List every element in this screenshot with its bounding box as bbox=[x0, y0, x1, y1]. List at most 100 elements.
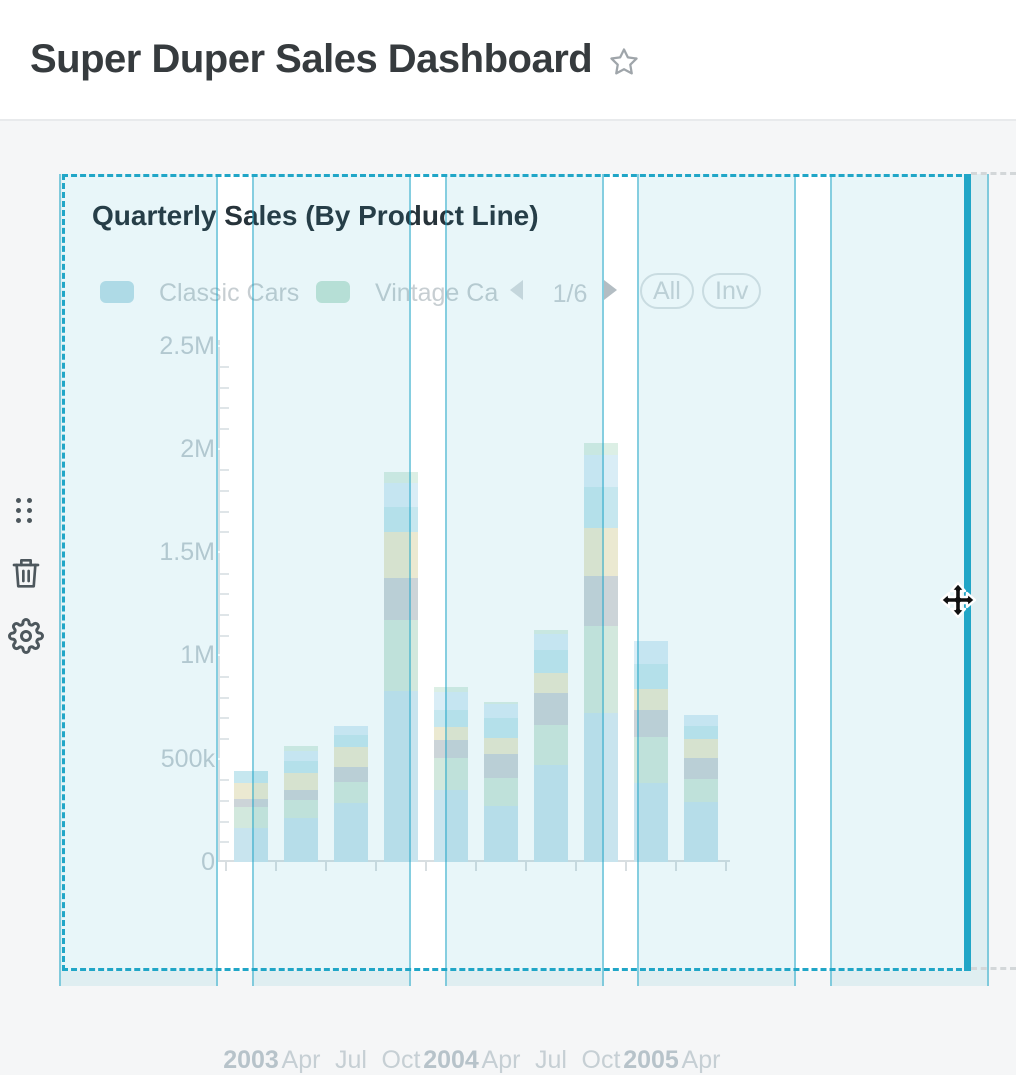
card-ghost-outline-top bbox=[971, 172, 1016, 175]
bar-segment bbox=[434, 709, 468, 727]
bar-segment bbox=[334, 766, 368, 783]
y-axis-minor-tick bbox=[220, 738, 229, 741]
x-axis-category-label: Jul bbox=[535, 1046, 567, 1074]
bar-segment bbox=[684, 726, 718, 740]
x-axis-category-label: Apr bbox=[481, 1046, 521, 1074]
bar-segment bbox=[434, 692, 468, 710]
y-axis-tick-label: 2.5M bbox=[159, 331, 215, 360]
trash-icon[interactable] bbox=[10, 554, 42, 592]
bar-segment bbox=[684, 802, 718, 862]
bar-segment bbox=[334, 746, 368, 767]
bar-segment bbox=[484, 806, 518, 862]
bar-segment bbox=[634, 664, 668, 690]
legend-swatch-classic-cars bbox=[100, 281, 134, 303]
x-axis-category-label: Oct bbox=[581, 1046, 621, 1074]
bar-segment bbox=[384, 506, 418, 533]
legend-inverse-select-button[interactable]: Inv bbox=[702, 273, 762, 309]
bar-segment bbox=[334, 782, 368, 804]
y-gridline bbox=[218, 654, 728, 657]
dashboard-header: Super Duper Sales Dashboard bbox=[0, 0, 1016, 121]
bar-segment bbox=[584, 487, 618, 529]
y-axis-tick-label: 2M bbox=[180, 434, 215, 463]
legend-page-indicator: 1/6 bbox=[552, 280, 588, 308]
y-axis-minor-tick bbox=[220, 407, 229, 410]
legend-item-classic-cars[interactable]: Classic Cars bbox=[159, 279, 300, 307]
y-axis-minor-tick bbox=[220, 593, 229, 596]
x-axis-category-label: 2003 bbox=[223, 1046, 279, 1074]
dashboard-chart-card[interactable]: Quarterly Sales (By Product Line) Classi… bbox=[62, 174, 971, 1074]
page-title: Super Duper Sales Dashboard bbox=[30, 37, 593, 81]
card-ghost-outline-bottom bbox=[971, 967, 1016, 970]
bar-segment bbox=[234, 771, 268, 784]
bar-segment bbox=[434, 789, 468, 862]
bar-segment bbox=[634, 709, 668, 738]
bar-segment bbox=[584, 443, 618, 456]
bar-segment bbox=[284, 817, 318, 862]
x-axis-category-label: 2004 bbox=[423, 1046, 479, 1074]
y-axis-minor-tick bbox=[220, 490, 229, 493]
y-gridline bbox=[218, 344, 728, 347]
y-axis-minor-tick bbox=[220, 366, 229, 369]
bar-segment bbox=[484, 703, 518, 718]
legend-item-vintage-cars[interactable]: Vintage Ca bbox=[375, 279, 499, 307]
y-gridline bbox=[218, 447, 728, 450]
bar-segment bbox=[584, 528, 618, 577]
y-axis-minor-tick bbox=[220, 469, 229, 472]
x-axis-tick bbox=[525, 862, 527, 871]
bar-segment bbox=[684, 739, 718, 759]
y-axis-minor-tick bbox=[220, 779, 229, 782]
bar-segment bbox=[534, 630, 568, 634]
legend-next-page-icon[interactable] bbox=[599, 278, 621, 302]
y-axis-minor-tick bbox=[220, 841, 229, 844]
y-axis-minor-tick bbox=[220, 510, 229, 513]
y-axis-tick-label: 1M bbox=[180, 641, 215, 670]
x-axis-category-label: Jul bbox=[335, 1046, 367, 1074]
bar-segment bbox=[534, 724, 568, 765]
card-resize-handle[interactable] bbox=[964, 174, 971, 971]
bar-segment bbox=[584, 576, 618, 627]
bar-segment bbox=[284, 790, 318, 800]
bar-segment bbox=[684, 779, 718, 803]
bar-segment bbox=[384, 482, 418, 507]
x-axis-tick bbox=[325, 862, 327, 871]
bar-segment bbox=[634, 737, 668, 784]
x-axis-category-label: 2005 bbox=[623, 1046, 679, 1074]
bar-segment bbox=[384, 690, 418, 862]
favorite-star-icon[interactable] bbox=[608, 46, 640, 78]
bar-segment bbox=[534, 692, 568, 725]
y-gridline bbox=[218, 757, 728, 760]
bar-segment bbox=[384, 620, 418, 691]
bar-segment bbox=[234, 827, 268, 862]
bar-segment bbox=[584, 455, 618, 488]
bar-segment bbox=[284, 773, 318, 791]
x-axis-tick bbox=[425, 862, 427, 871]
bar-segment bbox=[584, 626, 618, 714]
bar-segment bbox=[684, 715, 718, 727]
bar-segment bbox=[484, 737, 518, 754]
drag-handle-icon[interactable] bbox=[16, 498, 32, 523]
bar-segment bbox=[284, 760, 318, 774]
legend-select-all-button[interactable]: All bbox=[640, 273, 694, 309]
y-axis-minor-tick bbox=[220, 717, 229, 720]
bar-segment bbox=[284, 750, 318, 761]
y-axis-line bbox=[218, 340, 220, 862]
bar-segment bbox=[484, 778, 518, 807]
bar-segment bbox=[584, 713, 618, 862]
bar-segment bbox=[434, 757, 468, 790]
bar-segment bbox=[234, 798, 268, 808]
bar-segment bbox=[384, 577, 418, 621]
bar-segment bbox=[534, 649, 568, 673]
bar-segment bbox=[284, 745, 318, 751]
gear-icon[interactable] bbox=[8, 618, 44, 654]
y-axis-minor-tick bbox=[220, 634, 229, 637]
x-axis-tick bbox=[225, 862, 227, 871]
bar-segment bbox=[234, 783, 268, 799]
y-axis-minor-tick bbox=[220, 820, 229, 823]
legend-prev-page-icon[interactable] bbox=[506, 278, 528, 302]
bar-segment bbox=[334, 725, 368, 735]
y-axis-minor-tick bbox=[220, 614, 229, 617]
bar-segment bbox=[534, 672, 568, 693]
y-axis-minor-tick bbox=[220, 428, 229, 431]
y-axis-minor-tick bbox=[220, 386, 229, 389]
bar-segment bbox=[634, 689, 668, 710]
